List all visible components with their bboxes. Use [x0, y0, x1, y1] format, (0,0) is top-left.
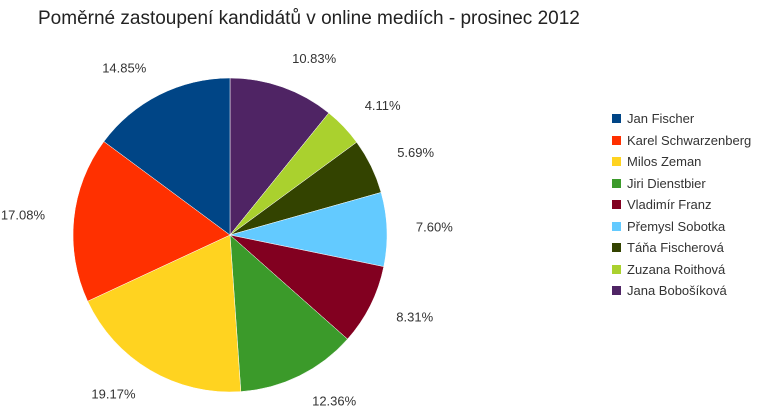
slice-label-zuzana-roithova: 4.11% [365, 98, 401, 113]
slice-label-premysl-sobotka: 7.60% [416, 220, 453, 235]
legend-item-premysl-sobotka: Přemysl Sobotka [612, 216, 777, 238]
legend-swatch [612, 264, 621, 274]
legend-item-karel-schwarzenberg: Karel Schwarzenberg [612, 130, 777, 152]
legend-item-jan-fischer: Jan Fischer [612, 108, 777, 130]
legend-item-zuzana-roithova: Zuzana Roithová [612, 259, 777, 281]
slice-label-milos-zeman: 19.17% [91, 387, 136, 402]
legend-label: Milos Zeman [627, 154, 702, 170]
legend-swatch [612, 200, 621, 210]
legend-label: Táňa Fischerová [627, 240, 724, 256]
legend-item-vladimir-franz: Vladimír Franz [612, 194, 777, 216]
slice-label-vladimir-franz: 8.31% [396, 310, 433, 325]
pie-slice-milos-zeman [87, 234, 242, 393]
legend-swatch [612, 157, 621, 167]
pie-slice-jana-bobosikova [229, 77, 330, 236]
legend-item-milos-zeman: Milos Zeman [612, 151, 777, 173]
chart-title: Poměrné zastoupení kandidátů v online me… [38, 8, 580, 29]
legend-label: Jiri Dienstbier [627, 175, 706, 191]
slice-label-jana-bobosikova: 10.83% [292, 51, 337, 66]
legend-swatch [612, 286, 621, 296]
slice-label-tana-fischerova: 5.69% [397, 145, 434, 160]
legend-label: Vladimír Franz [627, 197, 712, 213]
legend-swatch [612, 243, 621, 253]
legend-item-jana-bobosikova: Jana Bobošíková [612, 280, 777, 302]
legend: Jan Fischer Karel Schwarzenberg Milos Ze… [612, 108, 777, 302]
legend-label: Zuzana Roithová [627, 261, 726, 277]
legend-swatch [612, 135, 621, 145]
legend-swatch [612, 114, 621, 124]
pie-slice-karel-schwarzenberg [72, 141, 231, 302]
legend-label: Karel Schwarzenberg [627, 132, 752, 148]
slice-label-karel-schwarzenberg: 17.08% [1, 208, 46, 223]
legend-swatch [612, 221, 621, 231]
legend-label: Jan Fischer [627, 111, 695, 127]
legend-swatch [612, 178, 621, 188]
pie-slice-jan-fischer [103, 77, 231, 236]
slice-label-jan-fischer: 14.85% [102, 60, 147, 75]
pie-slice-jiri-dienstbier [229, 234, 348, 392]
legend-item-tana-fischerova: Táňa Fischerová [612, 237, 777, 259]
legend-label: Jana Bobošíková [627, 283, 727, 299]
slice-label-jiri-dienstbier: 12.36% [312, 393, 357, 407]
legend-item-jiri-dienstbier: Jiri Dienstbier [612, 173, 777, 195]
legend-label: Přemysl Sobotka [627, 218, 726, 234]
